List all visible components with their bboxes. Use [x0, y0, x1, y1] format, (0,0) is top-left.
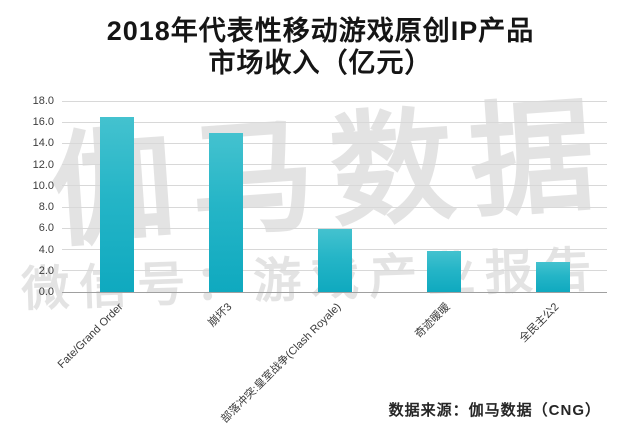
gridline	[62, 185, 607, 187]
x-category-label-5: 全民主公2	[517, 301, 561, 345]
x-category-label-2: 崩坏3	[205, 301, 234, 330]
y-tick-label: 12.0	[32, 158, 54, 171]
y-axis-tick-labels: 0.0 2.0 4.0 6.0 8.0 10.0 12.0 14.0 16.0 18.0	[0, 95, 54, 298]
y-tick-label: 14.0	[32, 137, 54, 150]
bar-1	[99, 116, 134, 292]
bar-5	[535, 262, 570, 292]
chart-title: 2018年代表性移动游戏原创IP产品 市场收入（亿元）	[0, 15, 641, 80]
gridline	[62, 121, 607, 123]
y-tick-label: 10.0	[32, 179, 54, 192]
y-tick-label: 2.0	[38, 264, 54, 277]
gridline	[62, 164, 607, 166]
y-tick-label: 18.0	[32, 95, 54, 107]
x-category-label-4: 奇迹暖暖	[412, 301, 452, 341]
x-axis-baseline	[62, 291, 607, 293]
plot-area	[62, 100, 607, 293]
y-tick-label: 6.0	[38, 222, 54, 235]
y-tick-label: 8.0	[38, 201, 54, 214]
gridline	[62, 142, 607, 144]
bar-3	[317, 229, 352, 292]
bar-2	[208, 132, 243, 292]
x-axis-category-labels: Fate/Grand Order 崩坏3 部落冲突:皇室战争(Clash Royal…	[55, 292, 622, 425]
y-tick-label: 0.0	[38, 286, 54, 298]
bar-4	[426, 250, 461, 292]
x-category-label-3: 部落冲突:皇室战争(Clash Royale)	[218, 301, 343, 426]
chart-title-line1: 2018年代表性移动游戏原创IP产品	[106, 16, 535, 46]
y-tick-label: 16.0	[32, 116, 54, 129]
gridline	[62, 100, 607, 102]
chart-title-line2: 市场收入（亿元）	[208, 48, 433, 79]
source-note: 数据来源：伽马数据（CNG）	[388, 402, 601, 419]
y-tick-label: 4.0	[38, 243, 54, 256]
gridline	[62, 227, 607, 229]
gridline	[62, 206, 607, 208]
